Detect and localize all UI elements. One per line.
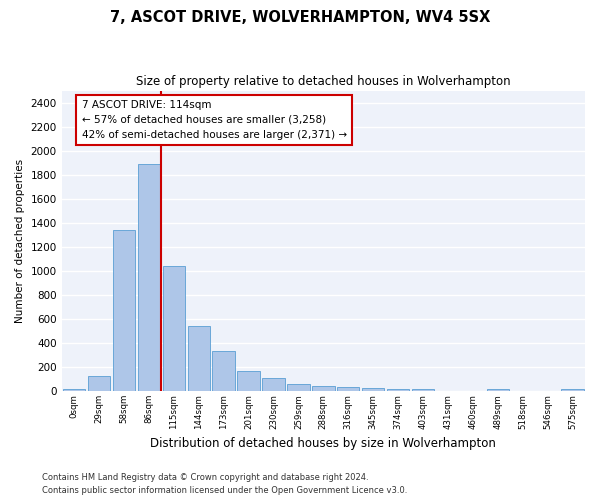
Text: Contains HM Land Registry data © Crown copyright and database right 2024.
Contai: Contains HM Land Registry data © Crown c… xyxy=(42,474,407,495)
Bar xyxy=(362,388,385,391)
Bar xyxy=(113,230,135,391)
Bar xyxy=(163,266,185,391)
Bar xyxy=(63,389,85,391)
Text: 7, ASCOT DRIVE, WOLVERHAMPTON, WV4 5SX: 7, ASCOT DRIVE, WOLVERHAMPTON, WV4 5SX xyxy=(110,10,490,25)
Bar xyxy=(212,351,235,391)
Bar xyxy=(238,370,260,391)
Bar xyxy=(412,389,434,391)
Bar xyxy=(188,326,210,391)
Title: Size of property relative to detached houses in Wolverhampton: Size of property relative to detached ho… xyxy=(136,75,511,88)
Bar xyxy=(312,386,335,391)
Bar xyxy=(88,376,110,391)
Bar xyxy=(337,388,359,391)
X-axis label: Distribution of detached houses by size in Wolverhampton: Distribution of detached houses by size … xyxy=(151,437,496,450)
Bar xyxy=(487,388,509,391)
Bar xyxy=(387,388,409,391)
Bar xyxy=(287,384,310,391)
Bar xyxy=(137,164,160,391)
Y-axis label: Number of detached properties: Number of detached properties xyxy=(15,158,25,323)
Bar xyxy=(262,378,285,391)
Bar xyxy=(562,389,584,391)
Text: 7 ASCOT DRIVE: 114sqm
← 57% of detached houses are smaller (3,258)
42% of semi-d: 7 ASCOT DRIVE: 114sqm ← 57% of detached … xyxy=(82,100,347,140)
